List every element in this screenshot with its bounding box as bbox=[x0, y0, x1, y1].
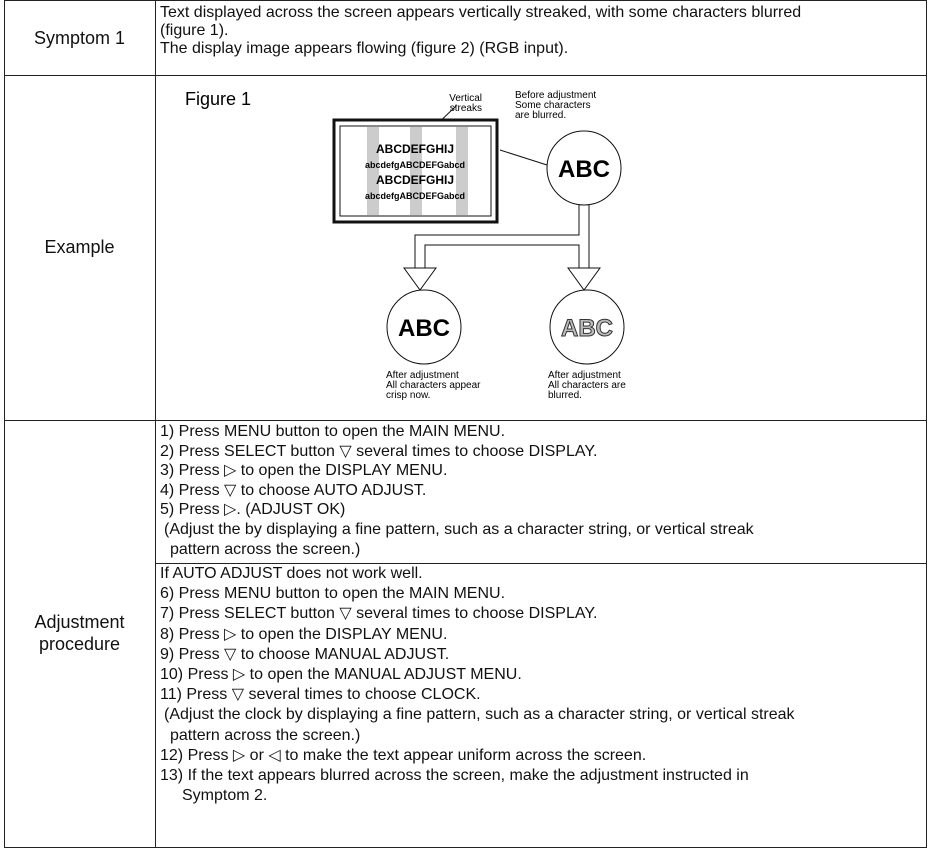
step-line: pattern across the screen.) bbox=[170, 726, 361, 744]
step-line: 5) Press ▷. (ADJUST OK) bbox=[160, 501, 346, 519]
circle bbox=[546, 130, 622, 206]
step-line: 2) Press SELECT button ▽ several times t… bbox=[160, 442, 598, 460]
screen-text: ABCDEFGHIJ bbox=[376, 173, 454, 187]
figure-title: Figure 1 bbox=[185, 89, 251, 109]
label: Some characters bbox=[515, 100, 591, 111]
circle-text: ABC bbox=[561, 315, 613, 342]
step-line: (Adjust the by displaying a fine pattern… bbox=[164, 521, 754, 538]
step-line: 7) Press SELECT button ▽ several times t… bbox=[160, 605, 598, 623]
step-line: 8) Press ▷ to open the DISPLAY MENU. bbox=[160, 625, 448, 643]
circle bbox=[386, 289, 462, 365]
arrow-head bbox=[403, 267, 437, 291]
caption: All characters are bbox=[548, 380, 626, 391]
streak bbox=[367, 127, 379, 215]
row-label: Adjustment bbox=[34, 612, 125, 632]
step-line: 3) Press ▷ to open the DISPLAY MENU. bbox=[160, 462, 448, 480]
border bbox=[4, 0, 5, 848]
caption: blurred. bbox=[548, 390, 582, 401]
border bbox=[926, 0, 927, 848]
arrow bbox=[414, 205, 590, 268]
step-line: (Adjust the clock by displaying a fine p… bbox=[164, 706, 795, 724]
border bbox=[4, 0, 927, 1]
row-label: Symptom 1 bbox=[33, 28, 126, 48]
row-label: Example bbox=[44, 237, 115, 257]
step-line: Symptom 2. bbox=[182, 787, 268, 805]
row-label: procedure bbox=[38, 634, 121, 654]
circle-text: ABC bbox=[398, 315, 450, 342]
caption: After adjustment bbox=[548, 370, 621, 381]
step-line: 4) Press ▽ to choose AUTO ADJUST. bbox=[160, 481, 427, 499]
border bbox=[155, 0, 156, 848]
screen-text: ABCDEFGHIJ bbox=[376, 142, 454, 156]
step-line: pattern across the screen.) bbox=[170, 540, 361, 558]
streak bbox=[456, 127, 468, 215]
text-line: Text displayed across the screen appears… bbox=[160, 4, 802, 21]
label: Before adjustment bbox=[515, 90, 596, 101]
figure: Figure 1 Vertical streaks Before adjustm… bbox=[185, 89, 626, 401]
step-line: If AUTO ADJUST does not work well. bbox=[160, 565, 423, 582]
text-line: (figure 1). bbox=[160, 22, 229, 39]
circle-text: ABC bbox=[558, 156, 610, 183]
step-line: 9) Press ▽ to choose MANUAL ADJUST. bbox=[160, 645, 450, 663]
caption: After adjustment bbox=[386, 370, 459, 381]
caption: crisp now. bbox=[386, 390, 430, 401]
step-line: 10) Press ▷ to open the MANUAL ADJUST ME… bbox=[160, 666, 522, 683]
step-line: 13) If the text appears blurred across t… bbox=[160, 767, 749, 784]
caption: All characters appear bbox=[386, 380, 481, 391]
screen-text: abcdefgABCDEFGabcd bbox=[365, 160, 465, 170]
step-line: 12) Press ▷ or ◁ to make the text appear… bbox=[160, 746, 647, 764]
streak bbox=[410, 127, 422, 215]
label: Vertical bbox=[449, 93, 482, 104]
arrow-head bbox=[567, 267, 601, 291]
border bbox=[155, 563, 927, 564]
label: streaks bbox=[450, 103, 482, 114]
circle bbox=[549, 289, 625, 365]
screen-text: abcdefgABCDEFGabcd bbox=[365, 191, 465, 201]
border bbox=[4, 420, 927, 421]
text-line: The display image appears flowing (figur… bbox=[160, 40, 569, 57]
connector bbox=[499, 149, 548, 166]
step-line: 11) Press ▽ several times to choose CLOC… bbox=[160, 686, 481, 704]
border bbox=[4, 75, 927, 76]
label: are blurred. bbox=[515, 110, 566, 121]
step-line: 1) Press MENU button to open the MAIN ME… bbox=[160, 423, 506, 440]
step-line: 6) Press MENU button to open the MAIN ME… bbox=[160, 585, 506, 603]
